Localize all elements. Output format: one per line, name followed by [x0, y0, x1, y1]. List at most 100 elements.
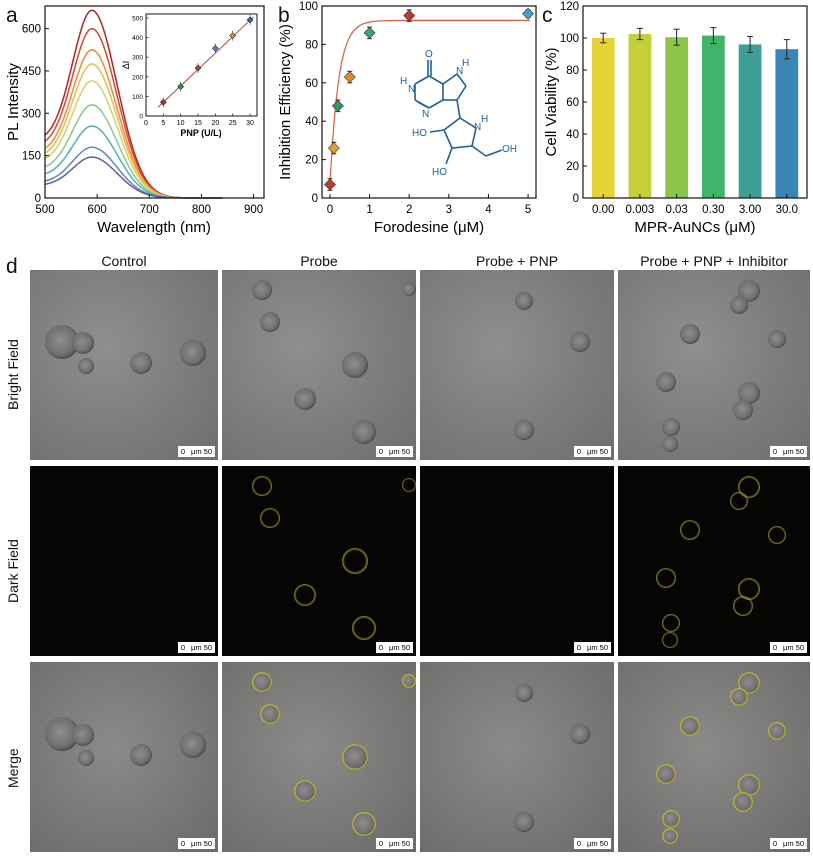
chart-c-ytick-label: 40 [566, 129, 579, 141]
chart-a-ytick-label: 450 [22, 66, 41, 78]
cell [72, 332, 94, 354]
chart-c-bar [701, 35, 725, 198]
chart-b-point [327, 142, 340, 155]
chart-a-ytick-label: 0 [35, 193, 41, 205]
cell [768, 330, 786, 348]
scale-bar-label: μm 50 [191, 643, 212, 652]
cell [662, 828, 678, 844]
inset-point [211, 44, 219, 52]
cell [72, 724, 94, 746]
chart-c-ytick-label: 120 [560, 1, 579, 13]
chart-b-point [522, 7, 534, 20]
atom-nh: H [481, 114, 488, 125]
inset-point [177, 83, 185, 91]
chart-b-xlabel: Forodesine (μM) [374, 219, 484, 236]
chart-b-ylabel: Inhibition Efficiency (%) [277, 24, 294, 180]
cell [680, 716, 700, 736]
chart-b-xtick-label: 5 [525, 204, 531, 216]
chart-a-ylabel: PL Intensity [5, 63, 22, 141]
cell [260, 508, 280, 528]
cell [252, 476, 272, 496]
chart-c-ytick-label: 0 [573, 193, 579, 205]
chart-b-ytick-label: 0 [312, 193, 318, 205]
inset-xtick-label: 20 [211, 120, 219, 127]
cell [680, 324, 700, 344]
chart-c-xtick-label: 0.03 [665, 204, 687, 216]
chart-b-xtick-label: 0 [327, 204, 333, 216]
cell [662, 614, 680, 632]
inset-xtick-label: 25 [229, 120, 237, 127]
chart-b-ytick-label: 80 [305, 39, 318, 51]
chart-c-xtick-label: 0.003 [626, 204, 655, 216]
chart-b-ytick-label: 60 [305, 78, 318, 90]
cell [342, 548, 368, 574]
micrograph-dark-field-4: 0 μm 50 [618, 466, 810, 656]
cell [180, 340, 206, 366]
chart-c-ytick-label: 60 [566, 97, 579, 109]
chart-b-xtick-label: 2 [406, 204, 412, 216]
cell [260, 312, 280, 332]
cell [570, 724, 590, 744]
cell [514, 812, 534, 832]
micrograph-dark-field-3: 0 μm 50 [420, 466, 614, 656]
chart-b-ytick-label: 40 [305, 116, 318, 128]
scale-bar-label: μm 50 [191, 447, 212, 456]
cell [515, 684, 533, 702]
micrograph-bright-field-1: 0 μm 50 [30, 270, 218, 460]
cell [662, 436, 678, 452]
cell [730, 688, 748, 706]
micrograph-merge-2: 0 μm 50 [222, 662, 416, 852]
chart-a-xtick-label: 900 [244, 204, 263, 216]
inset-xtick-label: 0 [144, 120, 148, 127]
chart-c-cell-viability: 0 20 40 60 80 100 120 0.00 0.003 0.03 0.30 3.00 30.… [543, 1, 808, 236]
cell [733, 400, 753, 420]
cell [733, 596, 753, 616]
cell [738, 382, 760, 404]
cell [78, 750, 94, 766]
column-header-probe-pnp-inhibitor: Probe + PNP + Inhibitor [640, 253, 788, 269]
chart-a-xtick-label: 600 [88, 204, 107, 216]
atom-h1: H [400, 76, 407, 87]
chart-a-xlabel: Wavelength (nm) [97, 219, 211, 236]
chart-a-ytick-label: 300 [22, 108, 41, 120]
inset-xtick-label: 30 [246, 120, 254, 127]
forodesine-atom-labels: O H N N H N N H HO HO OH [400, 49, 517, 178]
chart-c-bar [665, 37, 689, 199]
cell [768, 722, 786, 740]
chart-c-bar [628, 34, 652, 198]
cell [662, 418, 680, 436]
chart-b-ytick-label: 20 [305, 155, 318, 167]
inset-ytick-label: 500 [132, 15, 143, 22]
cell [738, 774, 760, 796]
scale-bar: 0 μm 50 [177, 642, 215, 653]
cell [730, 296, 748, 314]
scale-bar-zero: 0 [378, 643, 383, 652]
micrograph-bright-field-2: 0 μm 50 [222, 270, 416, 460]
cell [402, 282, 416, 296]
micrograph-dark-field-1: 0 μm 50 [30, 466, 218, 656]
cell [352, 812, 376, 836]
panel-d-letter: d [6, 255, 18, 278]
chart-c-ytick-label: 20 [566, 161, 579, 173]
chart-c-ytick-label: 80 [566, 65, 579, 77]
scale-bar-zero: 0 [576, 839, 581, 848]
chart-b-point [363, 26, 376, 39]
chart-c-xtick-label: 30.0 [776, 204, 798, 216]
scale-bar: 0 μm 50 [177, 838, 215, 849]
scale-bar-zero: 0 [576, 447, 581, 456]
inset-xtick-label: 10 [177, 120, 185, 127]
chart-c-ytick-label: 100 [560, 33, 579, 45]
inset-xtick-label: 5 [161, 120, 165, 127]
cell [294, 388, 316, 410]
chart-b-xtick-label: 4 [485, 204, 492, 216]
chart-b-point [331, 99, 344, 112]
scale-bar-zero: 0 [180, 839, 185, 848]
cell [130, 352, 152, 374]
scale-bar-label: μm 50 [587, 643, 608, 652]
inset-ytick-label: 100 [132, 94, 143, 101]
panel-c-letter: c [542, 4, 553, 27]
column-header-probe-pnp: Probe + PNP [475, 253, 559, 269]
atom-n1: N [408, 84, 415, 95]
cell [130, 744, 152, 766]
